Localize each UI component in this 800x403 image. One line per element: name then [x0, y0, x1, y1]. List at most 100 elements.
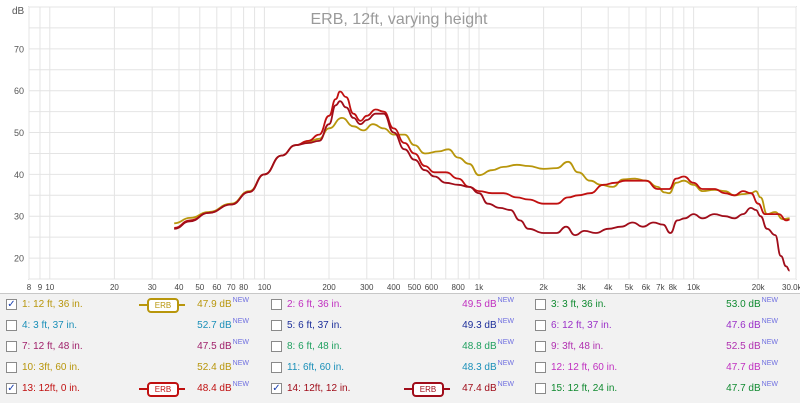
legend-row: 4: 3 ft, 37 in. 52.7 dBNEW 5: 6 ft, 37 in.…	[0, 317, 800, 336]
x-tick-label: 500	[408, 283, 422, 292]
x-tick-label: 2k	[539, 283, 548, 292]
x-tick-label: 20k	[752, 283, 766, 292]
y-tick-label: 40	[14, 170, 24, 180]
x-tick-label: 40	[175, 283, 184, 292]
x-tick-label: 6k	[642, 283, 651, 292]
x-tick-label: 300	[360, 283, 374, 292]
legend-item[interactable]: ✓ 13: 12ft, 0 in. ERB 48.4 dBNEW	[6, 380, 268, 399]
legend-item[interactable]: 15: 12 ft, 24 in. 47.7 dBNEW	[535, 380, 797, 399]
measurement-label: 14: 12ft, 12 in.	[287, 383, 351, 394]
measurement-label: 12: 12 ft, 60 in.	[551, 362, 618, 373]
measurement-value: 47.5 dBNEW	[197, 339, 249, 352]
smoothing-badge[interactable]: ERB	[147, 382, 179, 397]
legend-item[interactable]: 3: 3 ft, 36 in. 53.0 dBNEW	[535, 296, 797, 315]
y-tick-label: 60	[14, 86, 24, 96]
legend-item[interactable]: 9: 3ft, 48 in. 52.5 dBNEW	[535, 338, 797, 357]
measurement-value: 49.3 dBNEW	[462, 318, 514, 331]
x-tick-label: 30.0k Hz	[782, 283, 800, 292]
new-tag: NEW	[232, 318, 249, 325]
new-tag: NEW	[232, 297, 249, 304]
measurement-value: 48.3 dBNEW	[462, 360, 514, 373]
smoothing-badge[interactable]: ERB	[147, 298, 179, 313]
legend-row: ✓ 13: 12ft, 0 in. ERB 48.4 dBNEW ✓ 14: 12ft, …	[0, 380, 800, 399]
measurement-label: 1: 12 ft, 36 in.	[22, 299, 83, 310]
measurement-checkbox[interactable]	[271, 362, 282, 373]
measurement-value: 48.8 dBNEW	[462, 339, 514, 352]
x-tick-label: 10	[45, 283, 54, 292]
y-tick-label: 50	[14, 128, 24, 138]
legend-row: 10: 3ft, 60 in. 52.4 dBNEW 11: 6ft, 60 in.…	[0, 359, 800, 378]
x-tick-label: 200	[322, 283, 336, 292]
measurement-label: 2: 6 ft, 36 in.	[287, 299, 343, 310]
measurement-label: 8: 6 ft, 48 in.	[287, 341, 343, 352]
new-tag: NEW	[761, 360, 778, 367]
measurement-checkbox[interactable]	[535, 320, 546, 331]
x-tick-labels: 8 9 10 20 30 40 50 60 70 80 100 200 300 400 500 600 800 1…	[27, 283, 800, 292]
measurement-label: 4: 3 ft, 37 in.	[22, 320, 78, 331]
measurement-label: 5: 6 ft, 37 in.	[287, 320, 343, 331]
y-tick-label: 20	[14, 254, 24, 264]
measurement-checkbox[interactable]: ✓	[271, 383, 282, 394]
measurement-checkbox[interactable]	[535, 299, 546, 310]
new-tag: NEW	[232, 360, 249, 367]
measurement-checkbox[interactable]	[6, 362, 17, 373]
new-tag: NEW	[497, 360, 514, 367]
legend-item[interactable]: ✓ 1: 12 ft, 36 in. ERB 47.9 dBNEW	[6, 296, 268, 315]
measurement-checkbox[interactable]: ✓	[6, 383, 17, 394]
new-tag: NEW	[761, 339, 778, 346]
legend-item[interactable]: 8: 6 ft, 48 in. 48.8 dBNEW	[271, 338, 533, 357]
legend-item[interactable]: 2: 6 ft, 36 in. 49.5 dBNEW	[271, 296, 533, 315]
x-tick-label: 100	[258, 283, 272, 292]
measurement-checkbox[interactable]	[271, 299, 282, 310]
legend-item[interactable]: 4: 3 ft, 37 in. 52.7 dBNEW	[6, 317, 268, 336]
measurement-value: 47.9 dBNEW	[197, 297, 249, 310]
measurement-value: 52.4 dBNEW	[197, 360, 249, 373]
measurement-checkbox[interactable]	[6, 320, 17, 331]
legend-item[interactable]: 11: 6ft, 60 in. 48.3 dBNEW	[271, 359, 533, 378]
legend-item[interactable]: 6: 12 ft, 37 in. 47.6 dBNEW	[535, 317, 797, 336]
x-tick-label: 30	[148, 283, 157, 292]
legend-item[interactable]: 7: 12 ft, 48 in. 47.5 dBNEW	[6, 338, 268, 357]
measurement-checkbox[interactable]	[535, 362, 546, 373]
x-tick-label: 1k	[475, 283, 484, 292]
measurement-checkbox[interactable]	[535, 341, 546, 352]
smoothing-badge[interactable]: ERB	[412, 382, 444, 397]
measurement-value: 49.5 dBNEW	[462, 297, 514, 310]
measurement-checkbox[interactable]: ✓	[6, 299, 17, 310]
new-tag: NEW	[497, 297, 514, 304]
x-tick-label: 5k	[625, 283, 634, 292]
measurement-checkbox[interactable]	[271, 341, 282, 352]
new-tag: NEW	[497, 318, 514, 325]
new-tag: NEW	[761, 297, 778, 304]
measurement-value: 53.0 dBNEW	[726, 297, 778, 310]
legend-item[interactable]: 5: 6 ft, 37 in. 49.3 dBNEW	[271, 317, 533, 336]
measurement-checkbox[interactable]	[271, 320, 282, 331]
x-tick-label: 50	[195, 283, 204, 292]
y-axis-label: dB	[12, 6, 25, 17]
legend-item[interactable]: 12: 12 ft, 60 in. 47.7 dBNEW	[535, 359, 797, 378]
y-tick-label: 30	[14, 212, 24, 222]
measurement-label: 11: 6ft, 60 in.	[287, 362, 345, 373]
chart-title: ERB, 12ft, varying height	[311, 11, 489, 28]
x-tick-label: 10k	[687, 283, 701, 292]
measurement-label: 3: 3 ft, 36 in.	[551, 299, 607, 310]
new-tag: NEW	[761, 318, 778, 325]
measurement-checkbox[interactable]	[535, 383, 546, 394]
grid-lines	[28, 6, 797, 280]
measurement-checkbox[interactable]	[6, 341, 17, 352]
x-tick-label: 4k	[604, 283, 613, 292]
legend-item[interactable]: 10: 3ft, 60 in. 52.4 dBNEW	[6, 359, 268, 378]
x-tick-label: 800	[452, 283, 466, 292]
measurement-label: 10: 3ft, 60 in.	[22, 362, 80, 373]
series-line-3	[174, 100, 790, 272]
new-tag: NEW	[232, 339, 249, 346]
x-tick-label: 8	[27, 283, 32, 292]
x-tick-label: 70	[227, 283, 236, 292]
legend-item[interactable]: ✓ 14: 12ft, 12 in. ERB 47.4 dBNEW	[271, 380, 533, 399]
new-tag: NEW	[497, 381, 514, 388]
new-tag: NEW	[497, 339, 514, 346]
measurement-label: 7: 12 ft, 48 in.	[22, 341, 83, 352]
plot-area[interactable]	[28, 6, 797, 280]
new-tag: NEW	[761, 381, 778, 388]
